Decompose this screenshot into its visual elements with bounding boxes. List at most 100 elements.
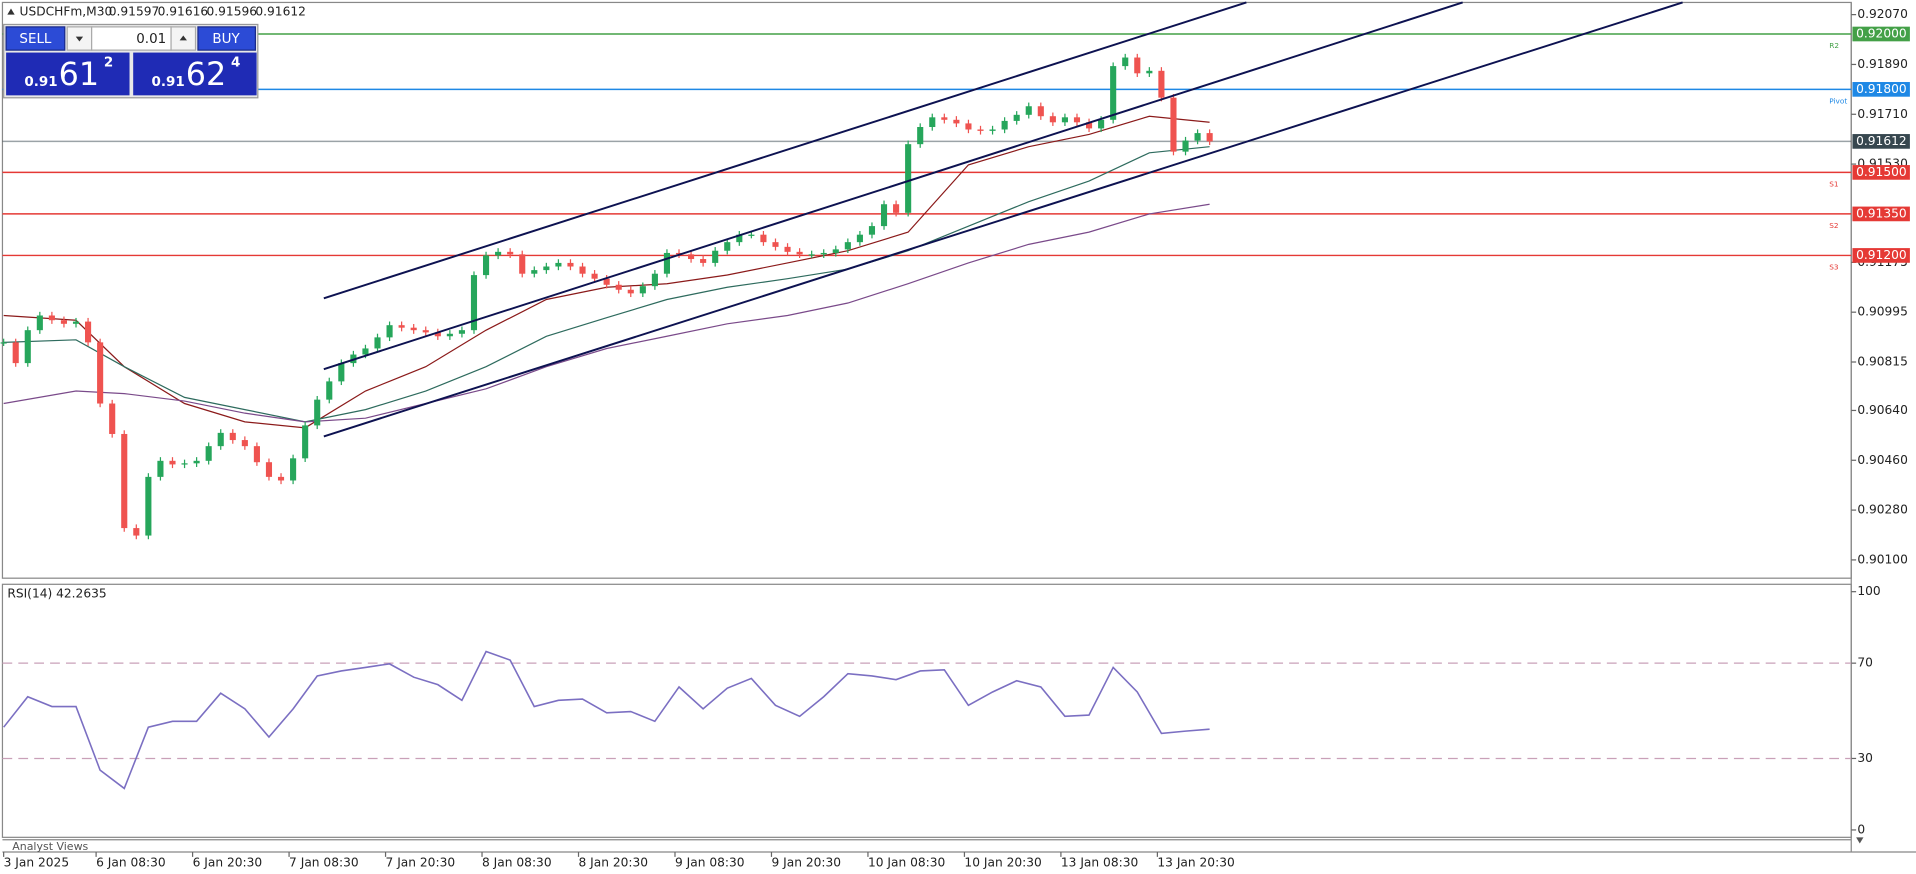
candle-body [253, 446, 260, 463]
candle-body [784, 246, 791, 252]
symbol: USDCHFm,M30 [20, 5, 113, 19]
channel-upper[interactable] [323, 1, 1247, 300]
candle-body [603, 278, 610, 285]
candle-body [1001, 120, 1008, 130]
one-click-panel: SELL 0.01 BUY 0.91 61 2 0.91 62 4 [3, 23, 259, 99]
candle-body [1170, 97, 1177, 152]
candle-body [712, 250, 719, 263]
candle-body [24, 330, 31, 364]
collapse-icon[interactable] [7, 8, 15, 15]
x-tick-label: 7 Jan 08:30 [289, 855, 359, 869]
bid-main: 61 [59, 57, 99, 93]
candle-body [905, 144, 912, 213]
down-arrow [75, 36, 84, 42]
candle-body [1194, 133, 1201, 141]
candle-body [567, 262, 574, 267]
candle-body [880, 204, 888, 227]
candle-body [832, 249, 839, 253]
candle-body [410, 327, 417, 331]
level-price-box [1852, 82, 1910, 97]
candle-body [808, 254, 815, 256]
level-price-label: 0.91350 [1856, 206, 1907, 220]
buy-label: BUY [212, 32, 240, 47]
candle-body [736, 234, 743, 243]
y-tick-label: 30 [1857, 751, 1873, 765]
candle-body [1158, 70, 1165, 98]
candle-body [72, 321, 80, 324]
candle-body [60, 320, 68, 324]
candle-body [724, 242, 731, 251]
candle-body [422, 330, 429, 333]
channel-lower[interactable] [323, 1, 1683, 438]
candle-body [1049, 116, 1056, 123]
candle-body [748, 234, 755, 236]
candle-body [48, 315, 55, 321]
candle-body [290, 458, 297, 481]
level-tag: S1 [1829, 180, 1838, 189]
ask-big: 0.91 [152, 75, 185, 90]
y-tick-label: 0.90995 [1857, 305, 1908, 319]
lot-value: 0.01 [136, 32, 166, 47]
candle-body [169, 460, 176, 465]
bid-box[interactable] [6, 52, 130, 96]
candle-body [531, 270, 538, 274]
level-price-label: 0.92000 [1856, 26, 1907, 40]
candle-body [844, 242, 851, 250]
candle-body [398, 325, 405, 328]
y-tick-label: 100 [1857, 584, 1880, 598]
candle-body [302, 425, 309, 459]
analyst-views[interactable]: Analyst Views [12, 840, 88, 853]
level-price-label: 0.91500 [1856, 165, 1907, 179]
candle-body [591, 273, 598, 279]
y-tick-label: 0 [1857, 822, 1865, 836]
candle-body [470, 275, 478, 331]
level-tag: S2 [1829, 221, 1838, 230]
ask-box[interactable] [133, 52, 257, 96]
candle-body [1110, 66, 1117, 120]
scroll-arrow[interactable] [1856, 837, 1864, 844]
channel-middle[interactable] [323, 1, 1463, 371]
channel-lines [323, 1, 1683, 438]
candle-body [36, 315, 43, 331]
candle-body [1134, 57, 1141, 74]
level-price-label: 0.91800 [1856, 82, 1907, 96]
candle-body [495, 251, 502, 256]
candle-body [326, 381, 333, 400]
candle-body [362, 348, 369, 355]
level-price-label: 0.91612 [1856, 134, 1907, 148]
x-tick-label: 13 Jan 20:30 [1157, 855, 1234, 869]
candle-body [217, 432, 224, 447]
candle-body [1061, 117, 1068, 123]
y-tick-label: 0.91710 [1857, 107, 1908, 121]
bid-sup: 2 [104, 55, 113, 70]
buy-button[interactable] [197, 26, 256, 51]
rsi-line [3, 650, 1210, 790]
y-tick-label: 0.90640 [1857, 403, 1908, 417]
level-price-box [1852, 134, 1910, 149]
candle-body [1098, 119, 1105, 129]
candle-body [700, 259, 707, 263]
candle-body [519, 254, 526, 274]
candle-body [458, 330, 465, 334]
x-tick-label: 3 Jan 2025 [4, 855, 69, 869]
candle-body [265, 462, 273, 477]
close: 0.91612 [255, 5, 306, 19]
sell-label: SELL [19, 32, 52, 47]
x-tick-label: 8 Jan 20:30 [579, 855, 649, 869]
label-layer: 0.92000 R2 0.91800 Pivot 0.91612 0.91500 S1 0.9… [1829, 26, 1910, 272]
candle-body [1073, 117, 1081, 123]
candle-body [12, 342, 19, 364]
moving-average [3, 146, 1210, 423]
rsi-title: RSI(14) 42.2635 [7, 587, 106, 601]
candle-body [157, 460, 164, 477]
candle-body [0, 342, 7, 344]
candle-body [241, 440, 248, 447]
x-tick-label: 8 Jan 08:30 [482, 855, 552, 869]
candle-body [929, 117, 936, 128]
sell-button[interactable] [5, 26, 66, 51]
high: 0.91616 [158, 5, 209, 19]
x-tick-label: 13 Jan 08:30 [1061, 855, 1138, 869]
candle-body [338, 363, 345, 382]
level-tag: Pivot [1829, 97, 1847, 106]
